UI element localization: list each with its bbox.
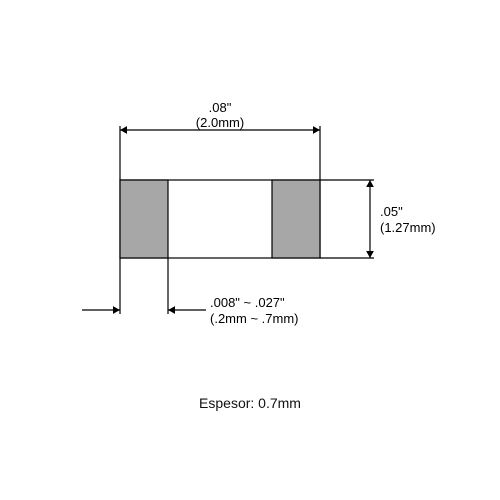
dim-width-label2: (2.0mm) [196,115,244,130]
terminal-right [272,180,320,258]
terminal-left [120,180,168,258]
dim-width-label1: .08" [209,100,232,115]
dim-height-label2: (1.27mm) [380,220,436,235]
component [120,180,320,258]
thickness-label: Espesor: 0.7mm [0,395,500,411]
dim-term-label1: .008" ~ .027" [210,295,285,310]
dim-term-label2: (.2mm ~ .7mm) [210,311,298,326]
diagram-stage: .08"(2.0mm) .05"(1.27mm) .008" ~ .027"(.2m… [0,0,500,500]
dim-height-label1: .05" [380,204,403,219]
diagram-svg: .08"(2.0mm) .05"(1.27mm) .008" ~ .027"(.2m… [0,0,500,500]
